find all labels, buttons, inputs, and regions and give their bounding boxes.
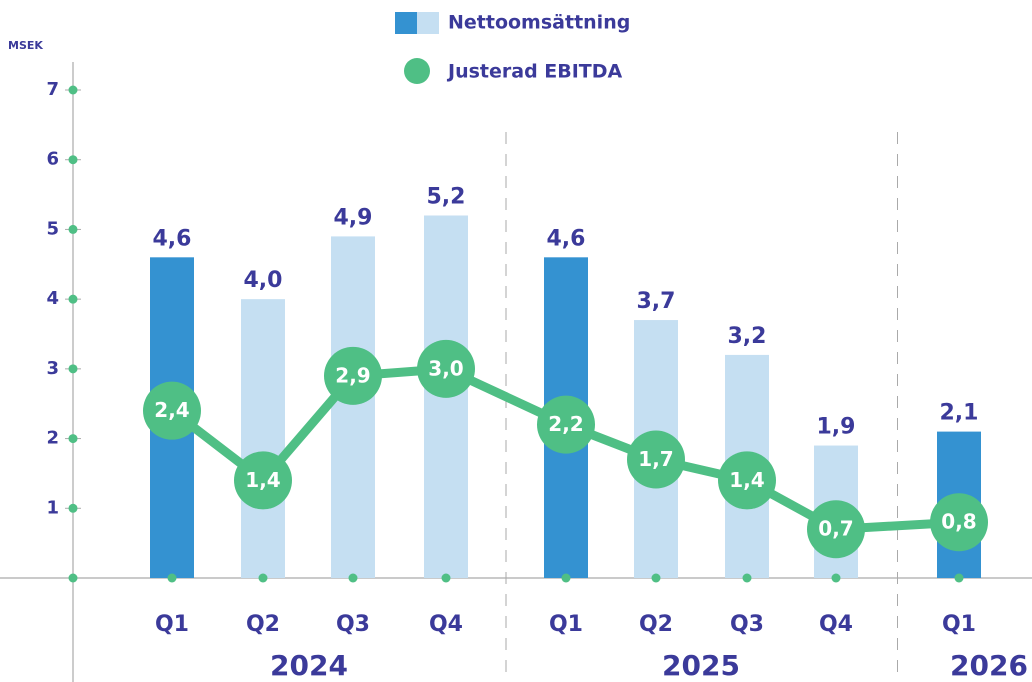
axis-dot — [561, 573, 571, 583]
bar-value-label: 3,2 — [728, 324, 767, 349]
axis-dot — [742, 573, 752, 583]
x-tick-label: Q2 — [246, 612, 280, 637]
year-label: 2025 — [662, 649, 740, 682]
x-tick-label: Q1 — [942, 612, 976, 637]
y-axis-label: MSEK — [8, 39, 43, 52]
axis-dot — [651, 573, 661, 583]
ebitda-value-label: 2,4 — [154, 398, 189, 422]
y-tick-dot — [68, 294, 78, 304]
ebitda-value-label: 0,7 — [818, 517, 853, 541]
y-tick-label: 6 — [46, 149, 59, 170]
ebitda-point — [143, 381, 201, 440]
y-tick-label: 5 — [46, 218, 59, 239]
ebitda-point — [417, 339, 475, 398]
x-tick-label: Q2 — [639, 612, 673, 637]
x-tick-label: Q3 — [336, 612, 370, 637]
ebitda-point — [234, 451, 292, 510]
axis-dot — [167, 573, 177, 583]
ebitda-point — [807, 500, 865, 559]
y-tick-dot — [68, 364, 78, 374]
axis-dot — [348, 573, 358, 583]
legend-swatch — [395, 12, 417, 34]
ebitda-value-label: 2,9 — [335, 363, 370, 387]
ebitda-value-label: 1,4 — [729, 468, 764, 492]
bar-value-label: 2,1 — [940, 401, 979, 426]
bar-value-label: 5,2 — [427, 184, 466, 209]
y-tick-label: 7 — [46, 79, 59, 100]
ebitda-value-label: 3,0 — [428, 356, 463, 380]
bar-value-label: 4,0 — [244, 268, 283, 293]
ebitda-point — [718, 451, 776, 510]
ebitda-value-label: 1,7 — [638, 447, 673, 471]
ebitda-point — [537, 395, 595, 454]
bar — [241, 299, 285, 578]
ebitda-point — [324, 346, 382, 405]
axis-dot — [441, 573, 451, 583]
x-tick-label: Q4 — [429, 612, 463, 637]
y-tick-label: 4 — [46, 288, 59, 309]
y-tick-label: 3 — [46, 358, 59, 379]
bar-value-label: 4,9 — [334, 205, 373, 230]
y-tick-label: 2 — [46, 428, 59, 449]
x-tick-label: Q1 — [155, 612, 189, 637]
ebitda-point — [930, 493, 988, 552]
bar — [331, 236, 375, 578]
ebitda-point — [627, 430, 685, 489]
y-tick-dot — [68, 503, 78, 513]
x-tick-label: Q4 — [819, 612, 853, 637]
ebitda-value-label: 1,4 — [245, 468, 280, 492]
legend-swatch — [417, 12, 439, 34]
y-tick-dot — [68, 224, 78, 234]
bar-value-label: 4,6 — [547, 226, 586, 251]
y-tick-dot — [68, 85, 78, 95]
x-tick-label: Q1 — [549, 612, 583, 637]
y-tick-dot — [68, 434, 78, 444]
bar-value-label: 4,6 — [153, 226, 192, 251]
legend-swatch — [404, 58, 430, 84]
year-label: 2026 — [950, 649, 1028, 682]
ebitda-value-label: 2,2 — [548, 412, 583, 436]
ebitda-value-label: 0,8 — [941, 510, 976, 534]
bar-value-label: 3,7 — [637, 289, 676, 314]
bar-value-label: 1,9 — [817, 415, 856, 440]
legend-label: Justerad EBITDA — [446, 61, 623, 83]
legend-label: Nettoomsättning — [448, 12, 630, 34]
axis-dot — [954, 573, 964, 583]
axis-dot — [831, 573, 841, 583]
axis-dot — [258, 573, 268, 583]
year-label: 2024 — [270, 649, 348, 682]
x-tick-label: Q3 — [730, 612, 764, 637]
axis-dot — [68, 573, 78, 583]
y-tick-dot — [68, 155, 78, 165]
y-tick-label: 1 — [46, 497, 59, 518]
